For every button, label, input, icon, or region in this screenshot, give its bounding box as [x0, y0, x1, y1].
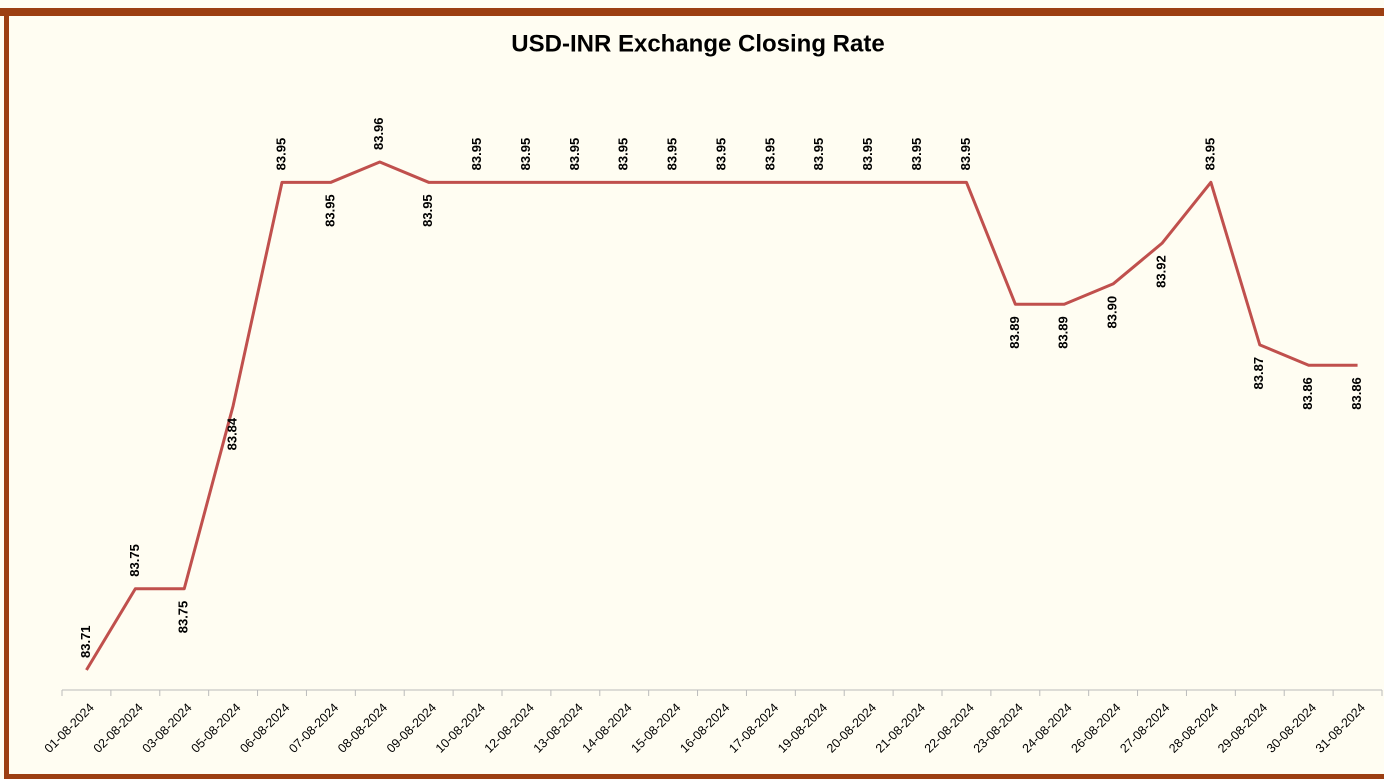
data-label: 83.71 — [78, 625, 93, 658]
data-label: 83.95 — [616, 138, 631, 171]
data-label: 83.95 — [518, 138, 533, 171]
data-label: 83.87 — [1251, 357, 1266, 390]
data-label: 83.75 — [176, 601, 191, 634]
chart-title: USD-INR Exchange Closing Rate — [511, 30, 884, 57]
data-label: 83.96 — [371, 117, 386, 150]
data-label: 83.95 — [469, 138, 484, 171]
frame-left — [4, 8, 9, 779]
data-label: 83.95 — [322, 194, 337, 227]
data-label: 83.89 — [1007, 316, 1022, 349]
data-label: 83.95 — [909, 138, 924, 171]
frame-bottom — [4, 774, 1384, 779]
data-label: 83.95 — [273, 138, 288, 171]
data-label: 83.89 — [1056, 316, 1071, 349]
data-label: 83.92 — [1153, 255, 1168, 288]
data-label: 83.95 — [811, 138, 826, 171]
data-label: 83.95 — [860, 138, 875, 171]
data-label: 83.95 — [665, 138, 680, 171]
data-label: 83.95 — [958, 138, 973, 171]
frame-top — [0, 8, 1384, 16]
data-label: 83.75 — [127, 544, 142, 577]
data-label: 83.95 — [762, 138, 777, 171]
data-label: 83.86 — [1300, 377, 1315, 410]
data-label: 83.90 — [1105, 296, 1120, 329]
line-series — [85, 160, 1358, 671]
data-label: 83.95 — [420, 194, 435, 227]
data-label: 83.86 — [1349, 377, 1364, 410]
data-label: 83.95 — [1202, 138, 1217, 171]
data-label: 83.84 — [225, 417, 240, 450]
data-label: 83.95 — [713, 138, 728, 171]
data-label: 83.95 — [567, 138, 582, 171]
